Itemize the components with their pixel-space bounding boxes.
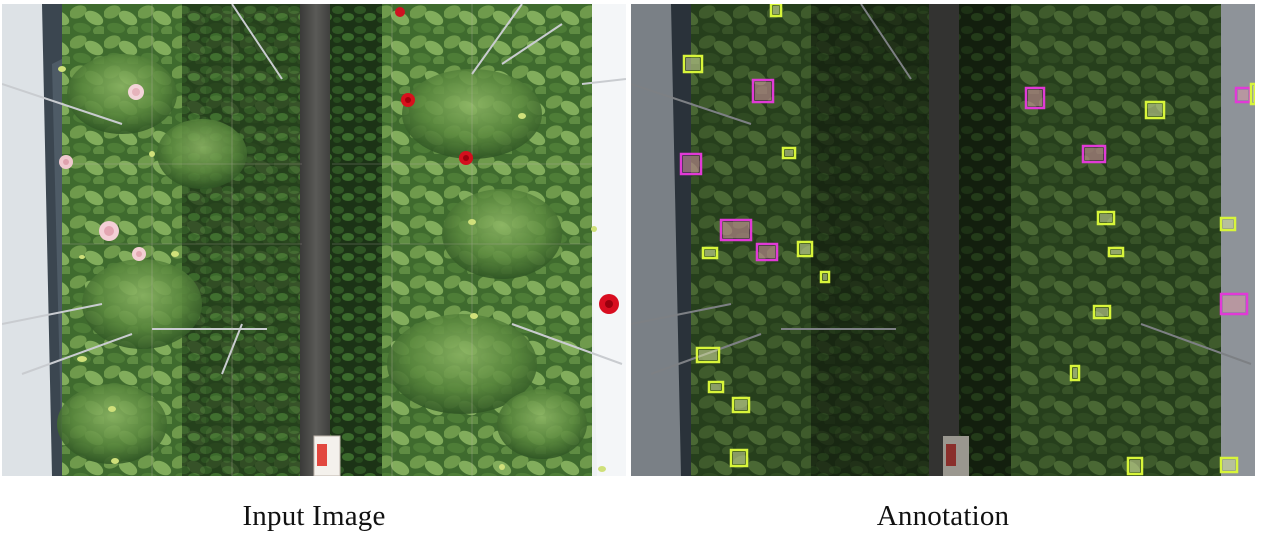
flower-box	[1024, 86, 1046, 110]
bud-box	[1219, 216, 1237, 232]
bud-box-fill	[733, 452, 745, 464]
bud-box	[729, 448, 749, 468]
bud-box-fill	[686, 58, 700, 70]
bud-box	[796, 240, 814, 258]
bud-box-fill	[1148, 104, 1162, 116]
bud-box-fill	[699, 350, 717, 360]
bud-box-fill	[773, 6, 779, 14]
bud-box	[1096, 210, 1116, 226]
flower-box-fill	[1238, 90, 1248, 100]
bud-box-fill	[823, 274, 827, 280]
annotation-caption: Annotation	[876, 500, 1010, 532]
bud-box-fill	[1253, 86, 1254, 102]
bud-box	[1092, 304, 1112, 320]
bud-box	[781, 146, 797, 160]
bud-box	[769, 4, 783, 18]
bud-box-fill	[800, 244, 810, 254]
input-image-panel	[2, 4, 626, 476]
flower-box-fill	[683, 156, 699, 172]
flower-annotation-boxes	[679, 78, 1252, 316]
bud-box	[1219, 456, 1239, 474]
bud-box	[695, 346, 721, 364]
bud-box-fill	[785, 150, 793, 156]
flower-box-fill	[723, 222, 749, 238]
bud-annotation-boxes	[682, 4, 1255, 476]
bud-box-fill	[1223, 460, 1235, 470]
bud-box-fill	[1096, 308, 1108, 316]
input-image-caption: Input Image	[242, 500, 386, 532]
flower-box	[1081, 144, 1107, 164]
bud-box	[819, 270, 831, 284]
bud-box	[707, 380, 725, 394]
bud-box	[1107, 246, 1125, 258]
bud-box	[682, 54, 704, 74]
flower-box	[755, 242, 779, 262]
annotation-image-panel	[631, 4, 1255, 476]
flower-box	[719, 218, 753, 242]
bud-box	[1249, 82, 1255, 106]
bud-box-fill	[1130, 460, 1140, 472]
flower-box-fill	[759, 246, 775, 258]
bud-box	[1069, 364, 1081, 382]
flower-box	[1219, 292, 1249, 316]
bud-box-fill	[711, 384, 721, 390]
greenhouse-photo-annotated	[631, 4, 1255, 476]
bud-box-fill	[735, 400, 747, 410]
bud-box-fill	[705, 250, 715, 256]
flower-box-fill	[755, 82, 771, 100]
bud-box-fill	[1111, 250, 1121, 254]
flower-box	[751, 78, 775, 104]
bud-box	[1144, 100, 1166, 120]
flower-box-fill	[1085, 148, 1103, 160]
bud-box	[731, 396, 751, 414]
bud-box	[701, 246, 719, 260]
bud-box-fill	[1223, 220, 1233, 228]
greenhouse-photo	[2, 4, 626, 476]
bud-box-fill	[1100, 214, 1112, 222]
flower-box-fill	[1223, 296, 1245, 312]
flower-box-fill	[1028, 90, 1042, 106]
bud-box-fill	[1073, 368, 1077, 378]
bud-box	[1126, 456, 1144, 476]
flower-box	[679, 152, 703, 176]
